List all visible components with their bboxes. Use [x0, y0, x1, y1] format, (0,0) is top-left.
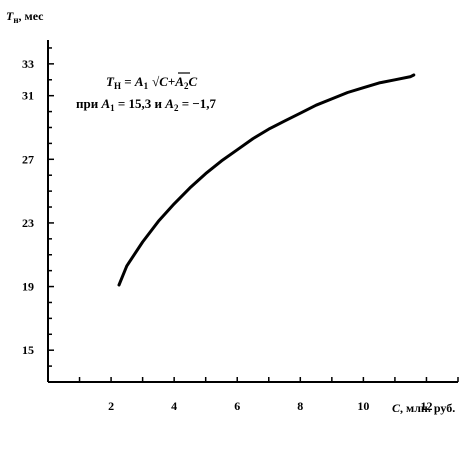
- x-tick-label: 10: [357, 399, 369, 413]
- formula-line-1: TН = A1 √C+A2C: [106, 74, 197, 91]
- x-axis-label: C, млн. руб.: [392, 401, 455, 415]
- x-tick-label: 12: [420, 399, 432, 413]
- y-tick-label: 23: [22, 216, 34, 230]
- y-tick-label: 33: [22, 57, 34, 71]
- formula-line-2: при A1 = 15,3 и A2 = −1,7: [76, 96, 217, 113]
- y-tick-label: 15: [22, 343, 34, 357]
- x-tick-label: 4: [171, 399, 177, 413]
- tick-labels: 2 4 6 8 10 12 15 19 23 27 31 33: [22, 57, 432, 413]
- series-line: [117, 73, 416, 287]
- y-tick-label: 19: [22, 280, 34, 294]
- x-tick-label: 8: [297, 399, 303, 413]
- y-tick-label: 27: [22, 152, 34, 166]
- x-tick-label: 2: [108, 399, 114, 413]
- ticks: [48, 47, 459, 382]
- y-axis-label: Tн, мес: [6, 9, 44, 25]
- y-tick-label: 31: [22, 89, 34, 103]
- x-tick-label: 6: [234, 399, 240, 413]
